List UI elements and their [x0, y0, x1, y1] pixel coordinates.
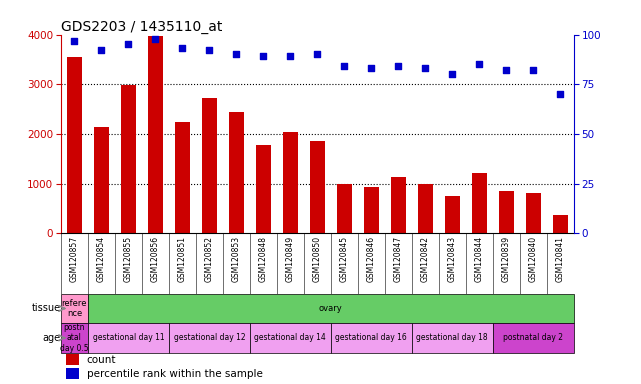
Point	[339, 63, 349, 70]
Text: GDS2203 / 1435110_at: GDS2203 / 1435110_at	[61, 20, 222, 33]
Text: postnatal day 2: postnatal day 2	[503, 333, 563, 342]
Text: GSM120850: GSM120850	[313, 236, 322, 282]
Bar	[418, 184, 433, 233]
Text: GSM120847: GSM120847	[394, 236, 403, 282]
Bar	[256, 145, 271, 233]
Bar	[445, 196, 460, 233]
Text: GSM120852: GSM120852	[205, 236, 214, 282]
Text: count: count	[87, 355, 116, 365]
Bar	[202, 98, 217, 233]
Text: percentile rank within the sample: percentile rank within the sample	[87, 369, 262, 379]
Point	[474, 61, 485, 68]
Point	[231, 51, 242, 58]
Bar	[148, 36, 163, 233]
Bar	[391, 177, 406, 233]
Bar	[61, 294, 88, 323]
Text: GSM120855: GSM120855	[124, 236, 133, 282]
Bar	[94, 127, 109, 233]
Bar	[337, 184, 352, 233]
Text: GSM120840: GSM120840	[529, 236, 538, 282]
Point	[420, 65, 430, 71]
Bar	[61, 323, 88, 353]
Bar	[250, 323, 331, 353]
Text: GSM120839: GSM120839	[502, 236, 511, 282]
Text: gestational day 16: gestational day 16	[335, 333, 407, 342]
Bar	[67, 57, 82, 233]
Bar	[283, 132, 297, 233]
Text: GSM120853: GSM120853	[232, 236, 241, 282]
Text: GSM120851: GSM120851	[178, 236, 187, 282]
Bar	[493, 323, 574, 353]
Text: GSM120846: GSM120846	[367, 236, 376, 282]
Text: GSM120843: GSM120843	[448, 236, 457, 282]
Bar	[499, 191, 513, 233]
Point	[123, 41, 133, 48]
Text: tissue: tissue	[32, 303, 61, 313]
Bar	[331, 323, 412, 353]
Text: refere
nce: refere nce	[62, 299, 87, 318]
Bar	[526, 192, 540, 233]
Point	[366, 65, 376, 71]
Bar	[229, 112, 244, 233]
Point	[312, 51, 322, 58]
Text: gestational day 11: gestational day 11	[92, 333, 164, 342]
Text: GSM120849: GSM120849	[286, 236, 295, 282]
Bar	[66, 368, 79, 379]
Point	[555, 91, 565, 97]
Text: gestational day 12: gestational day 12	[174, 333, 245, 342]
Bar	[88, 323, 169, 353]
Text: GSM120856: GSM120856	[151, 236, 160, 282]
Point	[285, 53, 296, 60]
Point	[258, 53, 269, 60]
Point	[204, 47, 215, 53]
Bar	[412, 323, 493, 353]
Text: postn
atal
day 0.5: postn atal day 0.5	[60, 323, 88, 353]
Text: GSM120857: GSM120857	[70, 236, 79, 282]
Point	[177, 45, 187, 51]
Point	[96, 47, 106, 53]
Point	[447, 71, 458, 78]
Text: GSM120844: GSM120844	[475, 236, 484, 282]
Point	[69, 38, 79, 44]
Bar	[553, 215, 568, 233]
Text: gestational day 14: gestational day 14	[254, 333, 326, 342]
Point	[150, 35, 160, 41]
Text: GSM120841: GSM120841	[556, 236, 565, 282]
Bar	[121, 85, 136, 233]
Bar	[66, 354, 79, 365]
Text: ovary: ovary	[319, 304, 343, 313]
Bar	[175, 122, 190, 233]
Text: GSM120848: GSM120848	[259, 236, 268, 282]
Bar	[310, 141, 325, 233]
Text: GSM120842: GSM120842	[420, 236, 429, 282]
Bar	[169, 323, 250, 353]
Text: GSM120854: GSM120854	[97, 236, 106, 282]
Point	[393, 63, 403, 70]
Text: gestational day 18: gestational day 18	[417, 333, 488, 342]
Text: age: age	[43, 333, 61, 343]
Bar	[364, 187, 379, 233]
Point	[501, 67, 512, 73]
Text: GSM120845: GSM120845	[340, 236, 349, 282]
Bar	[472, 173, 487, 233]
Point	[528, 67, 538, 73]
